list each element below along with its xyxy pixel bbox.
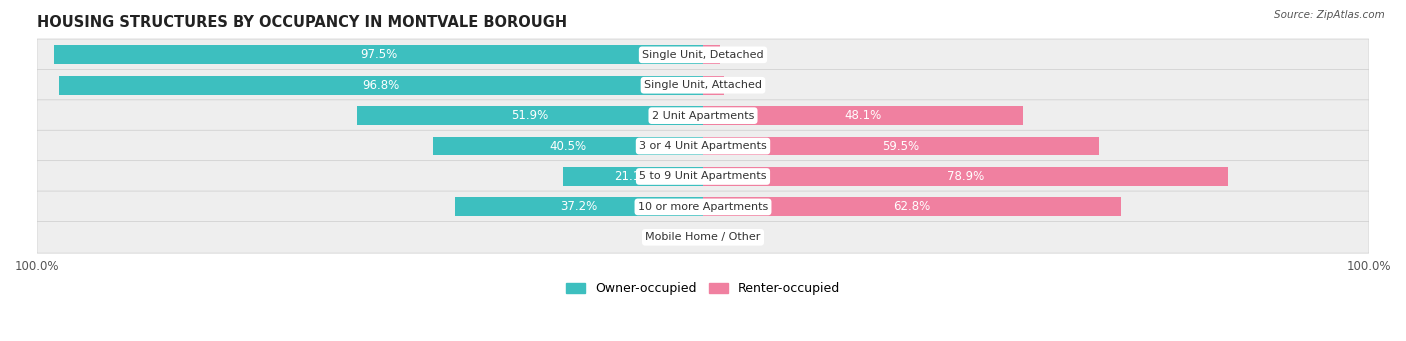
FancyBboxPatch shape [37,222,1369,253]
Text: Single Unit, Attached: Single Unit, Attached [644,80,762,90]
Text: 21.1%: 21.1% [614,170,651,183]
FancyBboxPatch shape [37,100,1369,132]
Bar [357,106,703,125]
FancyBboxPatch shape [37,39,1369,71]
Bar [59,76,703,95]
Bar [456,197,703,216]
Bar [562,167,703,186]
Text: 96.8%: 96.8% [363,79,399,92]
Text: 0.0%: 0.0% [664,231,693,244]
Text: 97.5%: 97.5% [360,48,396,61]
Text: 51.9%: 51.9% [512,109,548,122]
Text: 3 or 4 Unit Apartments: 3 or 4 Unit Apartments [640,141,766,151]
Text: 48.1%: 48.1% [845,109,882,122]
Text: Single Unit, Detached: Single Unit, Detached [643,50,763,60]
Text: 78.9%: 78.9% [948,170,984,183]
FancyBboxPatch shape [37,130,1369,162]
Text: Mobile Home / Other: Mobile Home / Other [645,232,761,242]
Text: 37.2%: 37.2% [561,201,598,213]
Text: 10 or more Apartments: 10 or more Apartments [638,202,768,212]
Bar [703,167,1229,186]
Text: 3.2%: 3.2% [734,79,763,92]
Text: 40.5%: 40.5% [550,139,586,152]
Text: Source: ZipAtlas.com: Source: ZipAtlas.com [1274,10,1385,20]
Bar [433,137,703,155]
FancyBboxPatch shape [37,161,1369,192]
Text: 0.0%: 0.0% [713,231,742,244]
Text: 2 Unit Apartments: 2 Unit Apartments [652,111,754,121]
Text: HOUSING STRUCTURES BY OCCUPANCY IN MONTVALE BOROUGH: HOUSING STRUCTURES BY OCCUPANCY IN MONTV… [37,15,568,30]
Text: 5 to 9 Unit Apartments: 5 to 9 Unit Apartments [640,172,766,181]
Legend: Owner-occupied, Renter-occupied: Owner-occupied, Renter-occupied [567,282,839,295]
Bar [703,106,1024,125]
Bar [703,137,1099,155]
Text: 2.5%: 2.5% [730,48,759,61]
Bar [703,45,720,64]
Text: 62.8%: 62.8% [893,201,931,213]
Bar [703,197,1121,216]
Bar [703,76,724,95]
Text: 59.5%: 59.5% [883,139,920,152]
Bar [53,45,703,64]
FancyBboxPatch shape [37,70,1369,101]
FancyBboxPatch shape [37,191,1369,223]
